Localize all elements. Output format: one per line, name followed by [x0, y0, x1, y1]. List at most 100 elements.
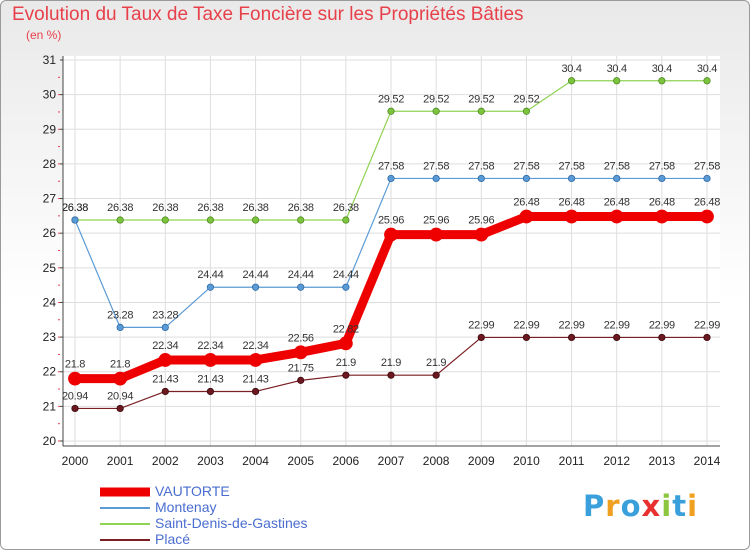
logo-letter: i [661, 489, 673, 523]
x-tick-label: 2000 [62, 454, 89, 468]
logo-letter: x [641, 489, 662, 523]
x-tick-label: 2006 [333, 454, 360, 468]
data-label-place-: 21.9 [381, 357, 401, 369]
data-label-saint-denis-de-gastines: 30.4 [561, 63, 581, 75]
data-point-saint-denis-de-gastines [297, 216, 305, 224]
data-point-place- [387, 371, 395, 379]
data-point-montenay [251, 283, 260, 291]
data-point-montenay [477, 174, 485, 183]
logo-letter: t [672, 489, 688, 523]
legend-label-saint-denis-de-gastines: Saint-Denis-de-Gastines [155, 515, 308, 531]
data-label-vautorte: 25.96 [378, 215, 404, 227]
data-label-montenay: 24.44 [288, 269, 314, 281]
x-tick-label: 2002 [152, 454, 179, 468]
data-point-vautorte [609, 209, 624, 224]
data-point-montenay [613, 174, 621, 183]
data-point-place- [613, 333, 621, 342]
data-point-saint-denis-de-gastines [567, 77, 576, 85]
data-label-vautorte: 21.8 [110, 359, 130, 371]
data-point-vautorte [654, 209, 669, 224]
data-point-montenay [522, 174, 531, 183]
data-label-place-: 20.94 [107, 390, 133, 402]
x-tick-label: 2012 [603, 454, 630, 468]
data-label-montenay: 27.58 [513, 160, 539, 172]
data-label-montenay: 27.58 [378, 160, 404, 172]
data-label-vautorte: 26.48 [513, 197, 539, 209]
logo-letter: r [605, 489, 621, 523]
data-point-saint-denis-de-gastines [387, 107, 395, 115]
data-point-vautorte [68, 371, 82, 386]
data-point-vautorte [158, 353, 173, 367]
data-label-place-: 22.99 [559, 319, 585, 331]
data-point-saint-denis-de-gastines [206, 216, 215, 224]
x-tick-label: 2004 [242, 454, 269, 468]
data-label-vautorte: 22.34 [197, 340, 223, 352]
y-tick-label: 28 [43, 157, 57, 171]
y-tick-label: 21 [43, 399, 57, 413]
y-tick-label: 24 [43, 295, 57, 309]
logo-letter: P [583, 489, 606, 523]
data-point-vautorte [384, 227, 398, 242]
data-label-vautorte: 22.34 [243, 340, 269, 352]
y-tick-label: 23 [43, 330, 57, 344]
data-label-vautorte: 25.96 [468, 215, 494, 227]
data-label-vautorte: 26.48 [649, 197, 675, 209]
data-label-saint-denis-de-gastines: 30.4 [607, 63, 627, 75]
data-label-saint-denis-de-gastines: 26.38 [288, 202, 314, 214]
data-label-place-: 21.43 [243, 373, 269, 385]
data-point-vautorte [248, 353, 263, 367]
data-point-montenay [297, 283, 305, 291]
x-tick-label: 2007 [378, 454, 405, 468]
data-point-montenay [161, 323, 169, 331]
data-point-vautorte [519, 209, 534, 224]
legend-label-place-: Placé [155, 531, 191, 547]
data-label-place-: 21.43 [152, 373, 178, 385]
data-label-saint-denis-de-gastines: 29.52 [378, 93, 404, 105]
x-tick-label: 2014 [694, 454, 721, 468]
data-label-montenay: 27.58 [604, 160, 630, 172]
data-label-saint-denis-de-gastines: 26.38 [152, 202, 178, 214]
data-label-saint-denis-de-gastines: 30.4 [652, 63, 672, 75]
data-point-montenay [658, 174, 666, 183]
data-point-place- [116, 404, 124, 413]
data-label-vautorte: 21.8 [65, 359, 85, 371]
data-point-place- [703, 333, 711, 342]
data-point-saint-denis-de-gastines [251, 216, 260, 224]
data-point-place- [522, 333, 531, 342]
data-point-place- [251, 387, 260, 396]
data-point-saint-denis-de-gastines [116, 216, 124, 224]
chart-title: Evolution du Taux de Taxe Foncière sur l… [12, 4, 524, 25]
data-point-montenay [71, 216, 79, 224]
data-label-montenay: 27.58 [559, 160, 585, 172]
legend-label-montenay: Montenay [155, 499, 217, 515]
data-point-vautorte [203, 353, 218, 367]
x-tick-label: 2010 [513, 454, 540, 468]
data-point-saint-denis-de-gastines [342, 216, 350, 224]
data-label-place-: 22.99 [694, 319, 720, 331]
data-label-place-: 22.99 [513, 319, 539, 331]
data-point-vautorte [338, 336, 353, 351]
data-label-vautorte: 25.96 [423, 215, 449, 227]
data-label-saint-denis-de-gastines: 26.38 [197, 202, 223, 214]
data-label-place-: 21.43 [197, 373, 223, 385]
data-point-vautorte [293, 345, 308, 360]
data-label-montenay: 23.28 [107, 309, 133, 321]
data-point-place- [658, 333, 666, 342]
data-point-saint-denis-de-gastines [522, 107, 531, 115]
data-point-saint-denis-de-gastines [161, 216, 169, 224]
x-tick-label: 2008 [423, 454, 450, 468]
data-label-montenay: 24.44 [333, 269, 359, 281]
y-tick-label: 27 [43, 192, 57, 206]
logo-letter: o [620, 489, 642, 523]
x-tick-label: 2013 [649, 454, 676, 468]
data-label-saint-denis-de-gastines: 26.38 [62, 202, 88, 214]
data-point-place- [432, 371, 440, 379]
data-point-montenay [206, 283, 215, 291]
data-point-montenay [432, 174, 440, 183]
y-tick-label: 30 [43, 88, 57, 102]
data-point-vautorte [429, 227, 444, 242]
proxiti-logo: Proxiti [583, 489, 698, 523]
data-point-vautorte [113, 371, 128, 386]
data-label-place-: 22.99 [604, 319, 630, 331]
data-label-vautorte: 26.48 [604, 197, 630, 209]
